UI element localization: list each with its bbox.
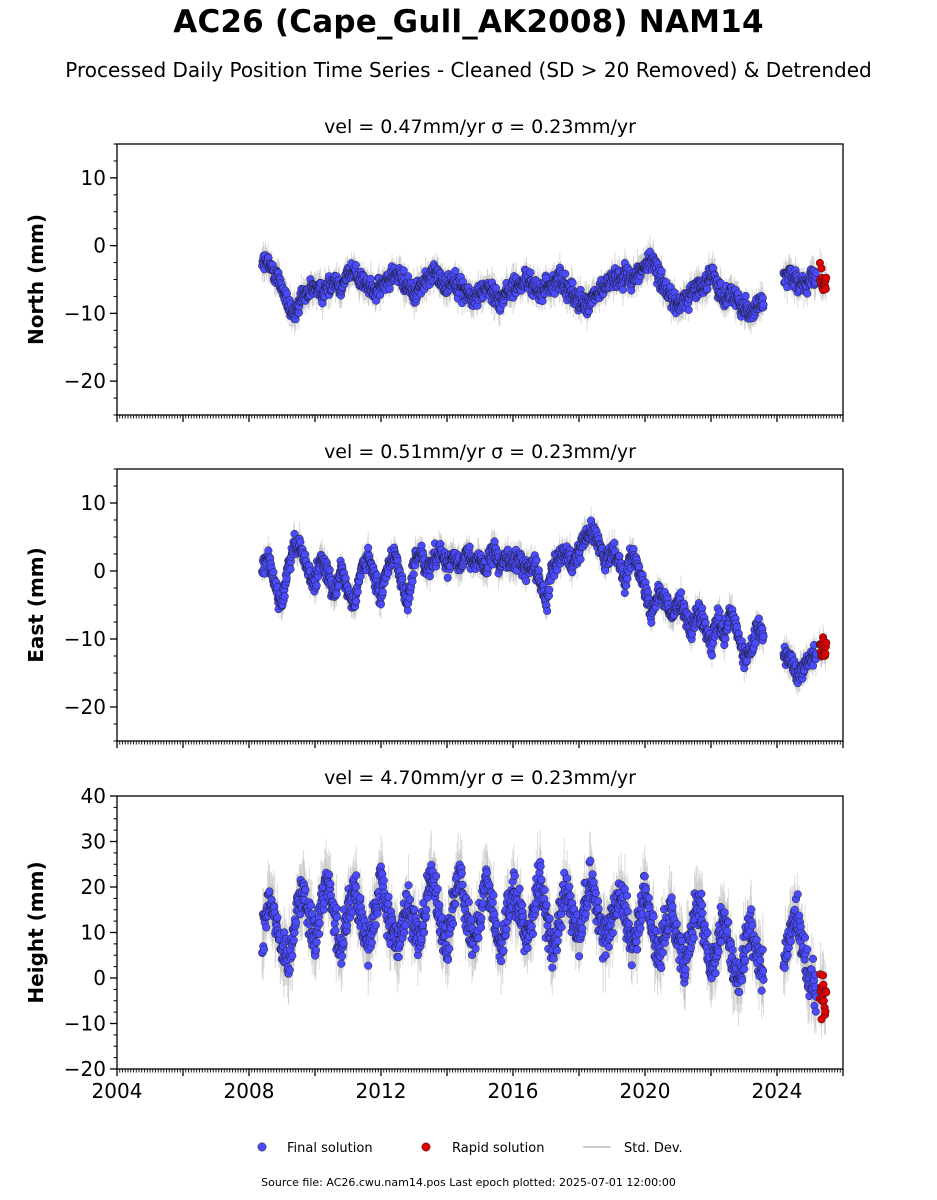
chart-panel-1: vel = 0.47mm/yr σ = 0.23mm/yr North (mm)−… (24, 116, 844, 422)
x-ticks (116, 415, 844, 422)
data-point (759, 300, 768, 309)
data-point (351, 261, 360, 270)
data-point (538, 297, 547, 306)
data-point (408, 577, 417, 586)
page-title: AC26 (Cape_Gull_AK2008) NAM14 (173, 4, 764, 40)
y-axis-label: North (mm) (24, 214, 48, 345)
data-point (821, 284, 830, 293)
plot-area (258, 506, 831, 695)
data-point (399, 266, 408, 275)
data-point (627, 286, 636, 295)
data-point (526, 268, 535, 277)
data-point (385, 284, 394, 293)
data-point (403, 606, 412, 615)
data-point (332, 589, 341, 599)
data-point (741, 291, 750, 300)
data-point (372, 571, 381, 580)
points (815, 258, 831, 295)
page-subtitle: Processed Daily Position Time Series - C… (65, 58, 872, 82)
data-point (618, 285, 628, 294)
data-point (282, 289, 291, 298)
data-point (325, 566, 334, 575)
data-point (296, 537, 305, 546)
panel-title: vel = 0.47mm/yr σ = 0.23mm/yr (324, 116, 636, 138)
y-tick-label: −20 (64, 369, 106, 393)
data-point (352, 597, 361, 606)
data-point (822, 273, 831, 282)
series-rapid (815, 248, 831, 302)
plot-area (258, 235, 831, 335)
data-point (684, 305, 693, 314)
data-point (301, 550, 310, 559)
data-point (366, 274, 375, 283)
points (258, 516, 768, 673)
data-point (409, 570, 418, 579)
data-point (803, 289, 812, 298)
data-point (286, 565, 295, 574)
data-point (353, 587, 362, 596)
data-point (758, 293, 767, 302)
panel-title: vel = 0.51mm/yr σ = 0.23mm/yr (324, 441, 636, 463)
data-point (443, 573, 452, 582)
y-tick-label: −10 (64, 301, 106, 325)
y-tick-label: 0 (93, 234, 106, 258)
data-point (657, 267, 666, 276)
points (258, 247, 768, 324)
series-final (258, 235, 821, 335)
data-point (269, 568, 278, 577)
data-point (451, 266, 460, 276)
points (779, 264, 821, 298)
data-point (465, 542, 474, 551)
data-point (491, 283, 500, 293)
data-point (568, 278, 577, 287)
data-point (561, 269, 570, 278)
data-point (364, 543, 373, 552)
series-final (258, 506, 821, 695)
data-point (376, 600, 385, 609)
y-axis-label: East (mm) (24, 547, 48, 663)
data-point (280, 592, 289, 601)
data-point (378, 588, 387, 597)
data-point (312, 581, 321, 590)
y-ticks: −20 −10 0 10 (64, 143, 117, 416)
y-tick-label: 10 (81, 166, 106, 190)
data-point (817, 264, 826, 273)
panels: vel = 0.47mm/yr σ = 0.23mm/yr North (mm)−… (24, 116, 844, 1103)
data-point (405, 594, 414, 603)
